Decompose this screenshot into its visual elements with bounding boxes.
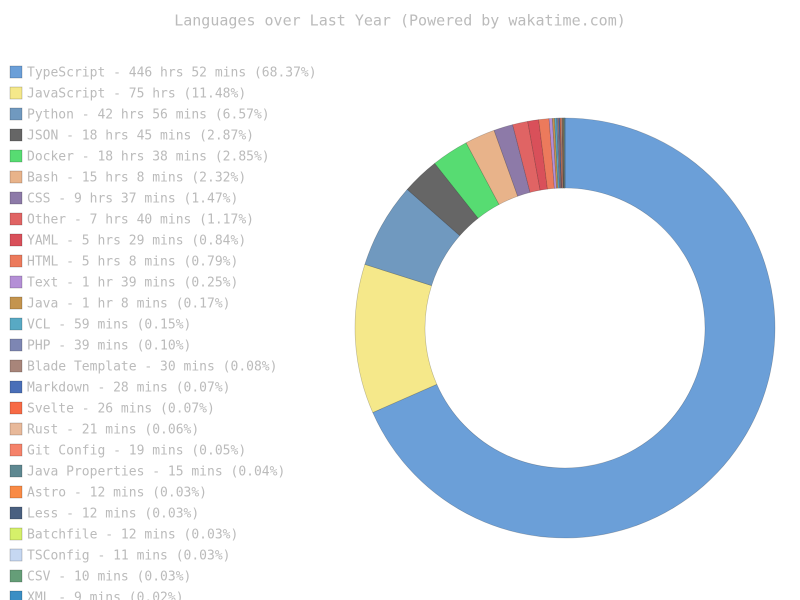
legend-swatch [9, 296, 23, 310]
legend-swatch [9, 191, 23, 205]
legend-swatch [9, 107, 23, 121]
donut-slice [554, 117, 560, 189]
legend-label: TypeScript - 446 hrs 52 mins (68.37%) [27, 66, 317, 81]
donut-slice [557, 117, 562, 189]
legend-swatch [9, 170, 23, 184]
donut-slice [406, 162, 479, 237]
donut-slice [372, 117, 776, 539]
donut-slice [563, 117, 565, 189]
donut-slice [552, 117, 559, 189]
legend-label: JSON - 18 hrs 45 mins (2.87%) [27, 129, 254, 144]
donut-slice [434, 142, 500, 219]
legend-swatch [9, 548, 23, 562]
legend-label: HTML - 5 hrs 8 mins (0.79%) [27, 255, 238, 270]
legend-label: TSConfig - 11 mins (0.03%) [27, 549, 231, 564]
legend-swatch [9, 422, 23, 436]
legend-label: Svelte - 26 mins (0.07%) [27, 402, 215, 417]
donut-slice [560, 117, 564, 189]
donut-slice [493, 124, 531, 197]
legend-swatch [9, 254, 23, 268]
legend-label: Other - 7 hrs 40 mins (1.17%) [27, 213, 254, 228]
donut-slice [561, 117, 564, 189]
legend-label: Batchfile - 12 mins (0.03%) [27, 528, 238, 543]
legend-label: CSS - 9 hrs 37 mins (1.47%) [27, 192, 238, 207]
chart-title: Languages over Last Year (Powered by wak… [174, 12, 626, 30]
legend-label: PHP - 39 mins (0.10%) [27, 339, 191, 354]
legend-swatch [9, 338, 23, 352]
legend-swatch [9, 401, 23, 415]
legend-label: Java Properties - 15 mins (0.04%) [27, 465, 285, 480]
legend-swatch [9, 128, 23, 142]
legend-swatch [9, 233, 23, 247]
donut-slice [538, 118, 555, 190]
legend-swatch [9, 464, 23, 478]
legend-label: Bash - 15 hrs 8 mins (2.32%) [27, 171, 246, 186]
legend-label: Astro - 12 mins (0.03%) [27, 486, 207, 501]
donut-slice [465, 129, 519, 205]
donut-slice [563, 117, 565, 189]
legend-label: Markdown - 28 mins (0.07%) [27, 381, 231, 396]
legend-swatch [9, 359, 23, 373]
legend-swatch [9, 212, 23, 226]
donut-slice [512, 120, 541, 193]
legend-label: JavaScript - 75 hrs (11.48%) [27, 87, 246, 102]
legend-label: Docker - 18 hrs 38 mins (2.85%) [27, 150, 270, 165]
legend-label: Text - 1 hr 39 mins (0.25%) [27, 276, 238, 291]
legend-swatch [9, 590, 23, 600]
legend-swatch [9, 443, 23, 457]
legend-label: Git Config - 19 mins (0.05%) [27, 444, 246, 459]
donut-slice [556, 117, 561, 189]
legend-label: YAML - 5 hrs 29 mins (0.84%) [27, 234, 246, 249]
legend-swatch [9, 65, 23, 79]
legend-swatch [9, 317, 23, 331]
legend-label: Rust - 21 mins (0.06%) [27, 423, 199, 438]
legend-label: Java - 1 hr 8 mins (0.17%) [27, 297, 231, 312]
legend-label: Blade Template - 30 mins (0.08%) [27, 360, 277, 375]
legend-swatch [9, 275, 23, 289]
donut-slice [354, 264, 438, 413]
legend-label: CSV - 10 mins (0.03%) [27, 570, 191, 585]
donut-slice [548, 118, 557, 189]
legend-swatch [9, 485, 23, 499]
legend-label: XML - 9 mins (0.02%) [27, 591, 184, 600]
legend-swatch [9, 380, 23, 394]
legend-swatch [9, 527, 23, 541]
legend-label: VCL - 59 mins (0.15%) [27, 318, 191, 333]
legend-swatch [9, 86, 23, 100]
legend-swatch [9, 569, 23, 583]
legend-swatch [9, 149, 23, 163]
legend-label: Less - 12 mins (0.03%) [27, 507, 199, 522]
legend-swatch [9, 506, 23, 520]
legend-label: Python - 42 hrs 56 mins (6.57%) [27, 108, 270, 123]
